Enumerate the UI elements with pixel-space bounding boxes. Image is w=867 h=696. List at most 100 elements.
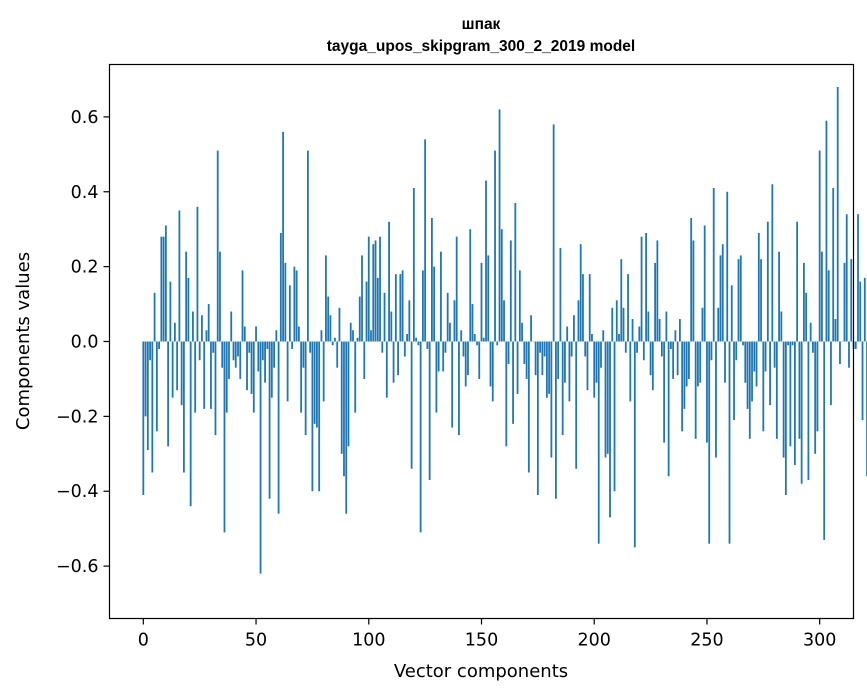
bar xyxy=(394,274,397,342)
bar xyxy=(656,240,659,342)
bar xyxy=(742,341,744,346)
bar xyxy=(221,341,224,368)
bar xyxy=(701,307,704,342)
y-tick-label: 0.0 xyxy=(71,333,99,353)
bar xyxy=(606,341,609,454)
bar xyxy=(550,341,553,458)
bar xyxy=(261,341,264,361)
bar xyxy=(816,341,819,432)
bar xyxy=(164,225,167,342)
bar xyxy=(223,341,226,533)
bar xyxy=(751,341,753,402)
y-tick-label: −0.4 xyxy=(56,482,99,502)
bar xyxy=(201,315,203,342)
bar xyxy=(534,341,537,376)
bar xyxy=(523,341,526,364)
bar xyxy=(442,341,445,372)
bar xyxy=(527,341,530,473)
bar xyxy=(766,221,769,342)
bar xyxy=(685,341,688,387)
bar xyxy=(410,341,413,469)
bar xyxy=(760,259,762,342)
ticks-group: 0 50 100 150 200 250 300 −0.6 −0.4 −0.2 0.0 0.2 0.4 0… xyxy=(56,108,836,651)
bar xyxy=(417,341,420,346)
bar xyxy=(252,341,255,413)
bar xyxy=(293,266,296,342)
bar xyxy=(173,322,176,342)
bar xyxy=(582,274,584,342)
bar xyxy=(437,341,440,372)
bar xyxy=(827,270,830,342)
bar xyxy=(787,341,790,346)
bar xyxy=(489,341,492,387)
bar xyxy=(356,337,359,342)
bar xyxy=(706,341,708,443)
x-tick-label: 0 xyxy=(138,631,149,651)
bar xyxy=(518,270,521,342)
bar xyxy=(243,326,246,342)
bar xyxy=(449,322,451,342)
bar xyxy=(690,217,693,342)
bar xyxy=(514,203,517,342)
bar xyxy=(455,236,458,342)
bar xyxy=(857,214,859,342)
x-tick-label: 300 xyxy=(803,631,836,651)
bar xyxy=(669,341,672,349)
bar xyxy=(845,214,848,342)
bar xyxy=(848,341,850,368)
bar xyxy=(791,341,794,346)
bar xyxy=(320,330,323,342)
bar xyxy=(383,292,386,342)
bar xyxy=(311,341,314,492)
bar xyxy=(412,188,415,342)
bar xyxy=(516,341,519,394)
bar xyxy=(270,341,273,398)
bar xyxy=(737,259,740,342)
bar xyxy=(674,330,677,342)
bar xyxy=(498,109,501,342)
bar xyxy=(552,124,555,342)
bar xyxy=(428,341,431,480)
bar xyxy=(171,341,174,398)
bar xyxy=(803,262,805,342)
bar xyxy=(618,334,620,342)
bar xyxy=(401,270,404,342)
bar xyxy=(746,341,749,409)
bar xyxy=(494,150,496,342)
bar xyxy=(194,341,197,413)
bar xyxy=(545,341,548,398)
bar xyxy=(823,341,826,540)
bar xyxy=(730,285,733,342)
bar xyxy=(142,341,145,495)
bar xyxy=(688,341,690,379)
bar xyxy=(403,341,406,357)
bar xyxy=(144,341,147,417)
bar xyxy=(739,255,742,342)
bar xyxy=(597,341,600,544)
bar xyxy=(264,341,266,383)
bar xyxy=(304,341,307,436)
bar xyxy=(160,236,163,342)
bar xyxy=(733,341,735,421)
bar xyxy=(322,341,325,402)
bar xyxy=(715,341,717,458)
y-tick-label: −0.6 xyxy=(56,557,99,577)
bar xyxy=(451,341,454,428)
bar xyxy=(843,262,846,342)
bar xyxy=(241,270,244,342)
bar xyxy=(771,184,774,342)
bar xyxy=(149,341,151,361)
bar xyxy=(205,330,208,342)
bar xyxy=(327,296,330,342)
bar xyxy=(579,244,582,342)
bar xyxy=(834,319,837,342)
bar xyxy=(358,296,361,342)
bar xyxy=(151,341,154,473)
bar xyxy=(825,120,828,342)
bar xyxy=(726,191,729,342)
bar xyxy=(458,341,460,436)
bar xyxy=(500,229,503,342)
bar xyxy=(744,341,747,383)
bar xyxy=(230,311,233,342)
